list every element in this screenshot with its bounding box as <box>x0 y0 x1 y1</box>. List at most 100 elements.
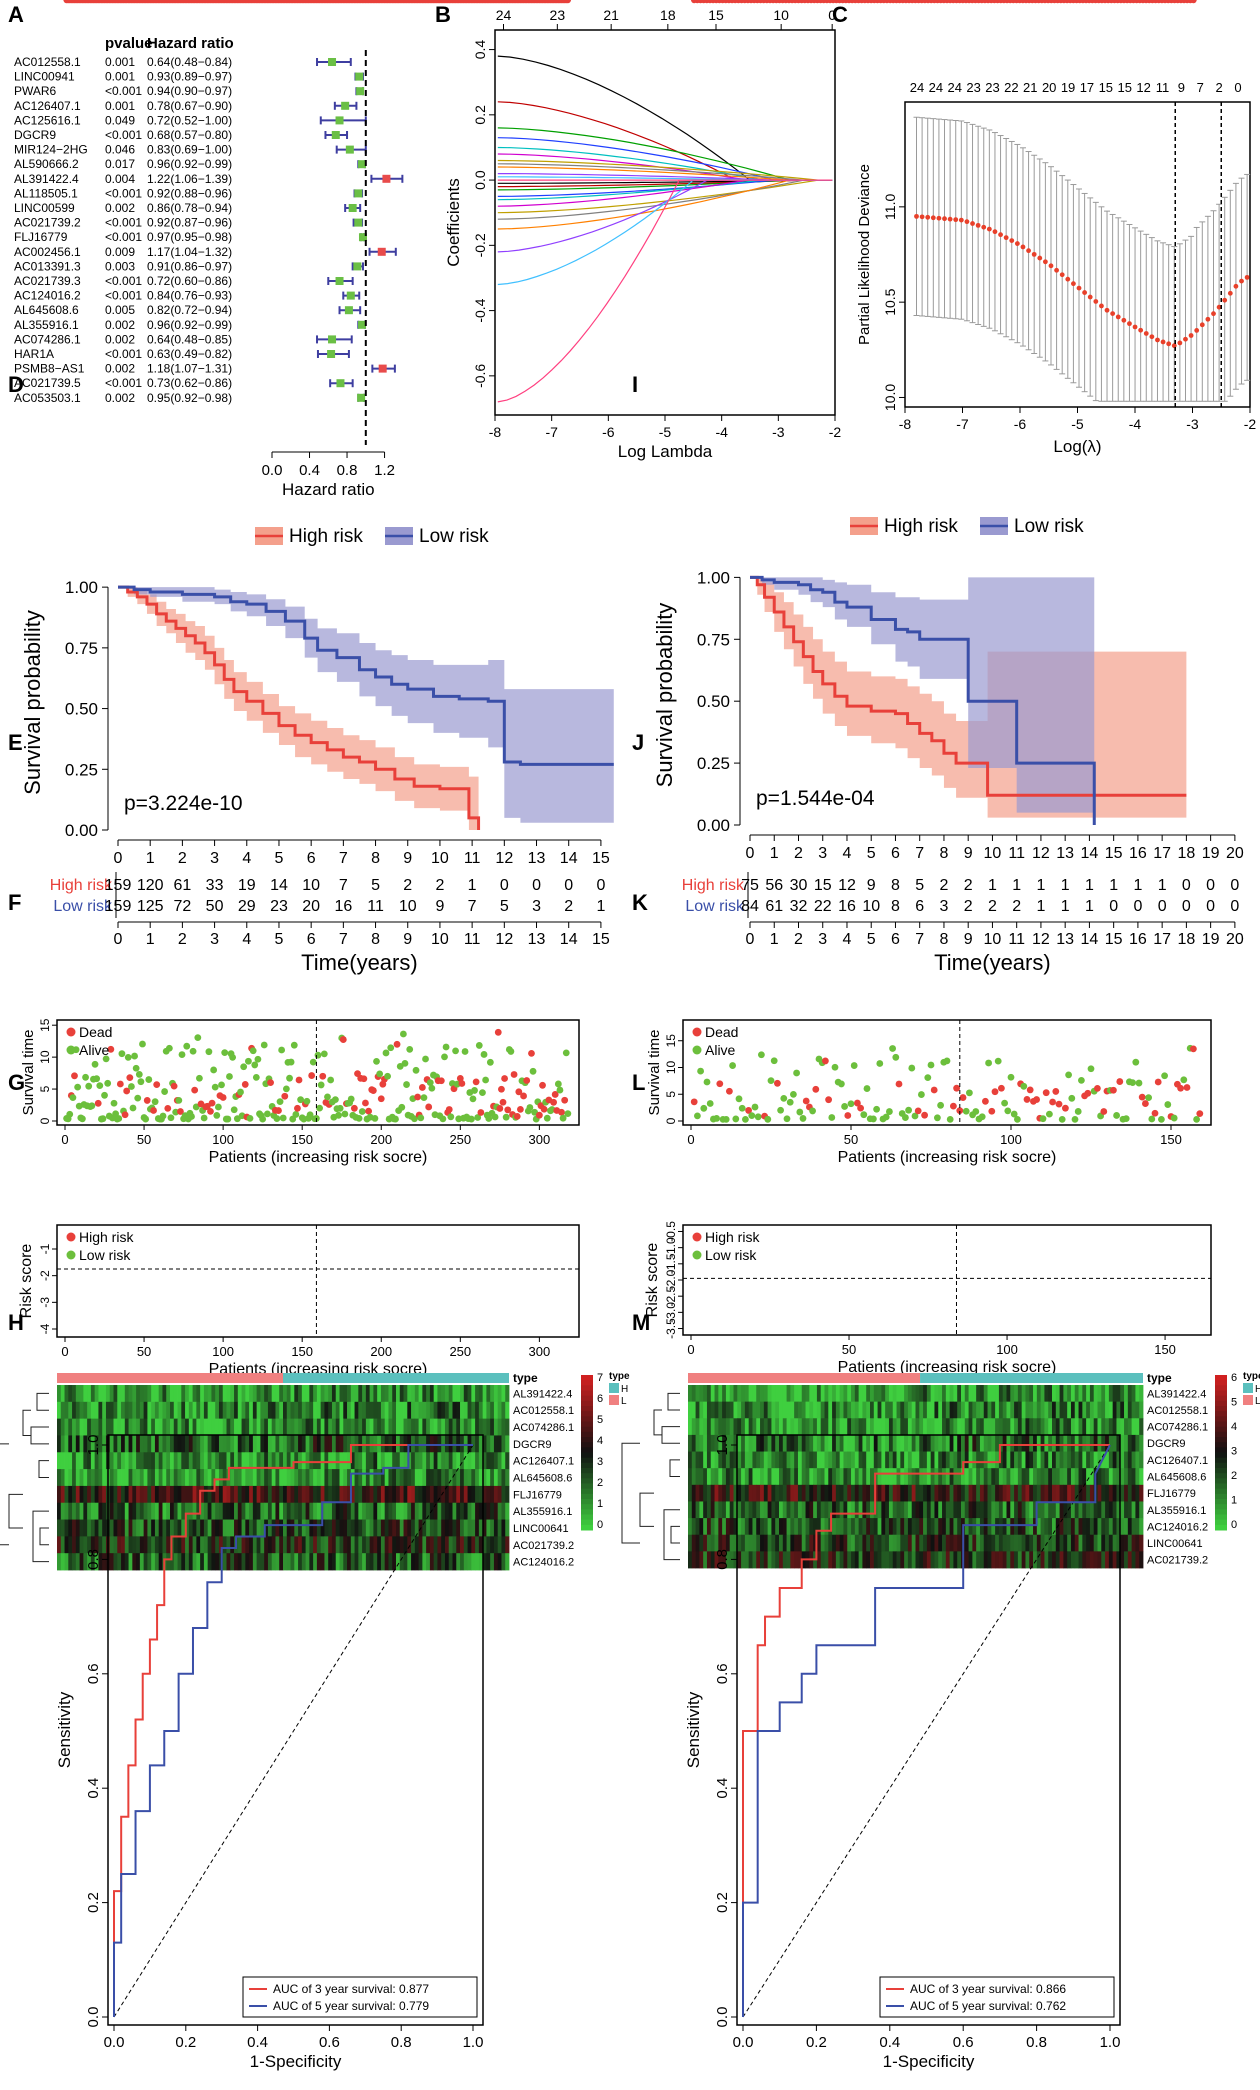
heatmap-cell <box>756 1534 761 1552</box>
heatmap-cell <box>733 1385 738 1403</box>
alive-point <box>1046 1110 1053 1118</box>
heatmap-cell <box>816 1518 822 1536</box>
heatmap-cell <box>1108 1551 1114 1569</box>
heatmap-cell <box>892 1418 897 1436</box>
heatmap-cell <box>995 1385 1000 1403</box>
dead-point <box>956 1107 964 1115</box>
heatmap-cell <box>968 1551 973 1569</box>
heatmap-cell <box>911 1551 916 1569</box>
cv-point <box>1239 278 1244 284</box>
heatmap-cell <box>1036 1434 1042 1452</box>
heatmap-cell <box>482 1452 487 1470</box>
heatmap-cell <box>68 1452 73 1470</box>
heatmap-cell <box>121 1553 126 1571</box>
heatmap-cell <box>1021 1518 1026 1536</box>
heatmap-cell <box>1059 1401 1064 1419</box>
alive-point <box>471 1087 478 1094</box>
heatmap-cell <box>475 1435 480 1453</box>
heatmap-cell <box>813 1418 818 1436</box>
heatmap-cell <box>294 1469 299 1487</box>
heatmap-cell <box>938 1401 943 1419</box>
x-tick-label: 2 <box>794 931 803 948</box>
cv-point <box>1054 267 1059 273</box>
heatmap-cell <box>482 1536 487 1554</box>
heatmap-cell <box>230 1485 235 1504</box>
heatmap-cell <box>851 1534 856 1552</box>
color-scale-step <box>581 1478 593 1484</box>
heatmap-cell <box>328 1452 333 1470</box>
alive-point <box>124 1053 132 1061</box>
heatmap-cell <box>934 1385 939 1403</box>
x-tick-label: 9 <box>403 931 412 948</box>
heatmap-cell <box>816 1484 822 1502</box>
heatmap-cell <box>245 1485 250 1504</box>
heatmap-cell <box>896 1534 901 1552</box>
heatmap-cell <box>177 1519 182 1537</box>
alive-point <box>748 1112 756 1120</box>
dead-point <box>561 1096 569 1104</box>
heatmap-cell <box>234 1502 239 1520</box>
heatmap-cell <box>1120 1434 1125 1452</box>
heatmap-cell <box>260 1502 265 1520</box>
color-scale-step <box>1215 1437 1227 1443</box>
dead-point <box>535 1111 543 1119</box>
dead-point <box>991 1088 999 1096</box>
heatmap-cell <box>1021 1451 1026 1469</box>
heatmap-cell <box>429 1452 435 1470</box>
heatmap-cell <box>851 1518 856 1536</box>
heatmap-cell <box>1135 1534 1140 1552</box>
heatmap-cell <box>900 1551 905 1569</box>
alive-point <box>796 1108 804 1116</box>
heatmap-cell <box>422 1418 427 1436</box>
heatmap-cell <box>1108 1434 1114 1452</box>
heatmap-cell <box>786 1434 791 1452</box>
heatmap-cell <box>252 1502 258 1520</box>
heatmap-cell <box>267 1469 273 1487</box>
heatmap-cell <box>396 1536 401 1554</box>
heatmap-cell <box>328 1385 333 1403</box>
heatmap-cell <box>744 1451 750 1469</box>
heatmap-cell <box>987 1518 992 1536</box>
heatmap-cell <box>222 1485 227 1504</box>
heatmap-cell <box>200 1418 205 1436</box>
heatmap-cell <box>892 1484 897 1502</box>
heatmap-cell <box>369 1401 374 1420</box>
alive-point <box>290 1041 298 1049</box>
heatmap-cell <box>316 1519 322 1537</box>
heatmap-cell <box>283 1418 288 1436</box>
alive-point <box>937 1101 944 1109</box>
alive-point <box>799 1115 807 1122</box>
heatmap-cell <box>478 1435 484 1453</box>
heatmap-cell <box>1086 1418 1091 1436</box>
alive-point <box>278 1046 286 1054</box>
heatmap-cell <box>290 1385 295 1403</box>
heatmap-cell <box>87 1401 92 1420</box>
heatmap-cell <box>733 1501 738 1519</box>
heatmap-cell <box>384 1469 389 1487</box>
heatmap-cell <box>347 1553 352 1571</box>
heatmap-cell <box>695 1551 700 1569</box>
heatmap-cell <box>760 1551 765 1569</box>
heatmap-cell <box>113 1435 118 1453</box>
forest-x-tick-label: 1.2 <box>374 462 395 479</box>
heatmap-cell <box>1055 1484 1060 1502</box>
heatmap-cell <box>983 1468 988 1486</box>
heatmap-cell <box>399 1519 404 1537</box>
heatmap-cell <box>763 1501 769 1519</box>
heatmap-cell <box>786 1418 791 1436</box>
heatmap-cell <box>714 1401 719 1419</box>
heatmap-cell <box>881 1518 886 1536</box>
heatmap-cell <box>403 1519 408 1537</box>
heatmap-cell <box>256 1418 261 1436</box>
x-tick-label: 10 <box>431 850 449 867</box>
heatmap-cell <box>710 1385 715 1403</box>
heatmap-cell <box>324 1519 329 1537</box>
heatmap-cell <box>706 1518 712 1536</box>
panel-label-a: A <box>8 2 24 27</box>
dead-point <box>1026 1086 1034 1094</box>
color-scale-step <box>581 1421 593 1428</box>
heatmap-cell <box>752 1501 757 1519</box>
heatmap-cell <box>1097 1501 1102 1519</box>
x-tick-label: 100 <box>1000 1132 1022 1147</box>
heatmap-cell <box>279 1435 284 1453</box>
